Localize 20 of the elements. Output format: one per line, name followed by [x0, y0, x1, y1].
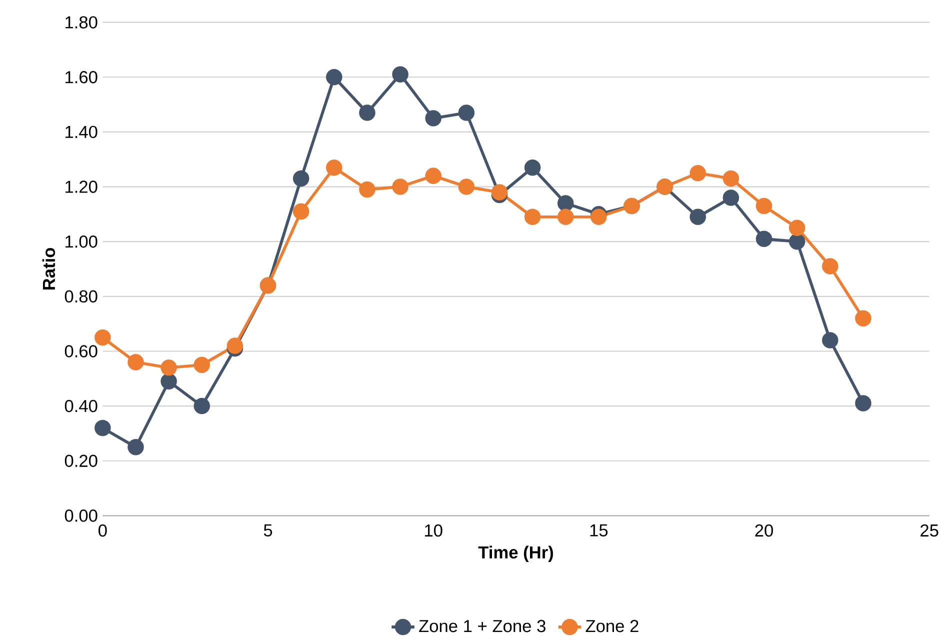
y-tick-label: 0.00	[64, 510, 98, 522]
y-tick-label: 1.00	[66, 235, 98, 248]
x-tick-label: 25	[920, 524, 938, 537]
y-tick-label: 0.60	[64, 345, 98, 358]
legend-label: Zone 2	[586, 620, 638, 632]
x-tick-label: 5	[264, 524, 272, 536]
x-tick-label: 15	[590, 524, 608, 536]
x-axis-title: Time (Hr)	[478, 546, 554, 562]
y-tick-label: 1.80	[66, 16, 98, 28]
legend-label: Zone 1 + Zone 3	[419, 620, 546, 632]
y-tick-label: 1.20	[66, 180, 98, 193]
y-tick-label: 1.40	[66, 126, 98, 138]
y-axis-title: Ratio	[42, 248, 56, 290]
x-tick-label: 0	[98, 524, 107, 537]
y-tick-label: 0.80	[64, 290, 98, 303]
y-tick-label: 0.20	[64, 454, 98, 467]
y-tick-label: 1.60	[66, 71, 98, 84]
x-tick-label: 10	[425, 524, 442, 537]
x-tick-label: 20	[755, 524, 773, 537]
y-tick-label: 0.40	[64, 400, 98, 412]
